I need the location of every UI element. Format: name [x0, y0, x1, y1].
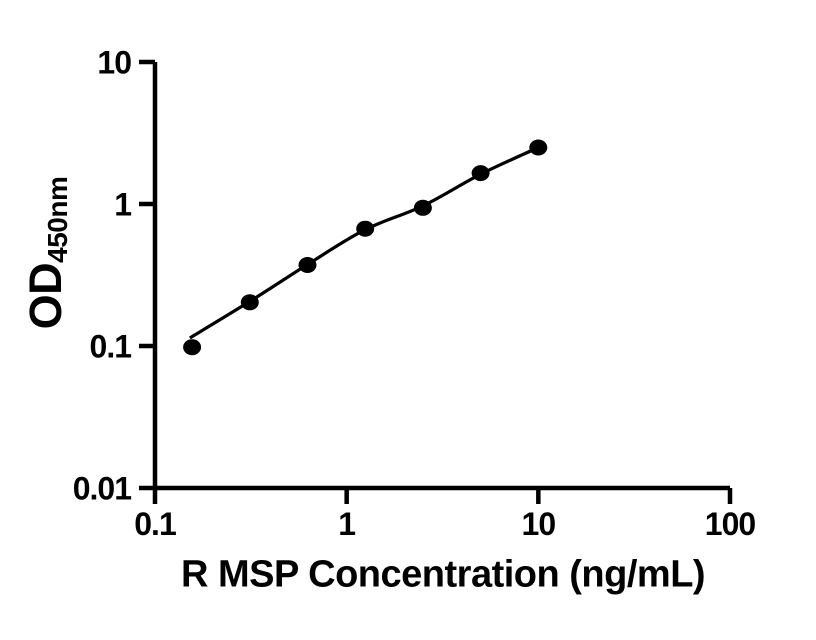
data-point	[471, 165, 490, 182]
y-tick-label: 10	[97, 45, 131, 81]
axis-frame	[152, 62, 730, 491]
x-tick-label: 100	[705, 506, 756, 542]
y-tick-label: 0.01	[73, 471, 131, 507]
y-tick-label: 0.1	[90, 329, 132, 365]
x-tick-label: 1	[338, 506, 355, 542]
y-axis-title-subscript: 450nm	[41, 176, 73, 263]
y-tick-label: 1	[114, 187, 131, 223]
data-point	[240, 294, 259, 311]
x-tick-label: 10	[522, 506, 556, 542]
x-tick-label: 0.1	[134, 506, 176, 542]
data-point	[183, 339, 202, 356]
data-point	[298, 257, 317, 273]
data-point	[413, 199, 432, 216]
data-point	[356, 220, 375, 237]
y-axis-title: OD450nm	[20, 176, 73, 330]
data-point	[529, 139, 548, 156]
x-axis-title: R MSP Concentration (ng/mL)	[180, 553, 706, 596]
y-axis-title-main: OD	[20, 262, 71, 330]
